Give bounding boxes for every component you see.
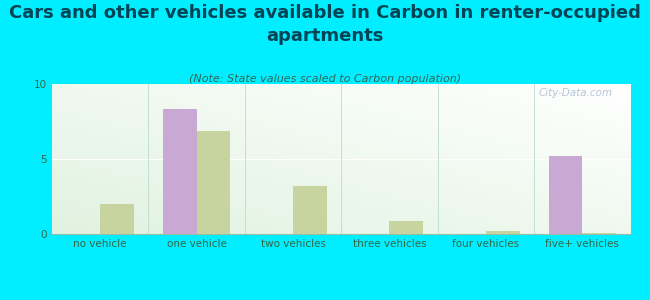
Bar [389, 220, 423, 234]
Bar [100, 204, 134, 234]
Bar [486, 231, 519, 234]
Bar [196, 130, 230, 234]
Text: Cars and other vehicles available in Carbon in renter-occupied
apartments: Cars and other vehicles available in Car… [9, 4, 641, 45]
Bar [163, 110, 196, 234]
Text: City-Data.com: City-Data.com [539, 88, 613, 98]
Bar [582, 232, 616, 234]
Bar [549, 156, 582, 234]
Bar [293, 186, 327, 234]
Text: (Note: State values scaled to Carbon population): (Note: State values scaled to Carbon pop… [189, 74, 461, 83]
